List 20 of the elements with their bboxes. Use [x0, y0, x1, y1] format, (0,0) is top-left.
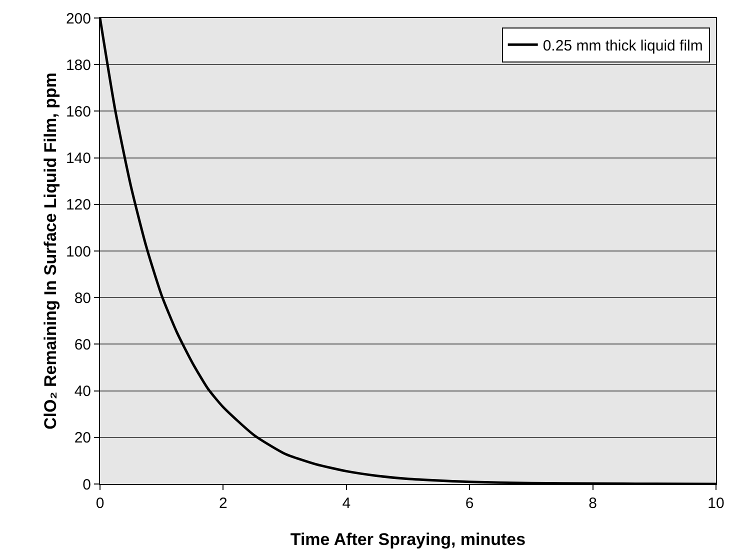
- y-tick-label: 100: [66, 243, 91, 260]
- x-tick-label: 6: [465, 495, 474, 512]
- x-tick-label: 10: [708, 495, 724, 512]
- legend-label: 0.25 mm thick liquid film: [542, 37, 703, 54]
- x-axis-title: Time After Spraying, minutes: [290, 530, 526, 549]
- y-tick-label: 180: [66, 56, 91, 74]
- y-tick-label: 20: [74, 430, 91, 447]
- x-tick-label: 2: [219, 495, 228, 512]
- y-tick-label: 40: [74, 383, 91, 400]
- y-axis-title: ClO₂ Remaining In Surface Liquid Film, ppm: [41, 72, 60, 430]
- y-tick-label: 160: [66, 103, 91, 120]
- y-tick-label: 0: [82, 476, 91, 494]
- y-tick-label: 120: [66, 196, 91, 214]
- y-tick-label: 80: [74, 290, 91, 307]
- y-tick-label: 140: [66, 150, 91, 168]
- x-tick-label: 0: [96, 495, 104, 512]
- x-tick-label: 4: [342, 495, 351, 512]
- y-tick-label: 60: [74, 336, 91, 354]
- y-tick-label: 200: [66, 10, 91, 28]
- x-tick-label: 8: [588, 495, 597, 512]
